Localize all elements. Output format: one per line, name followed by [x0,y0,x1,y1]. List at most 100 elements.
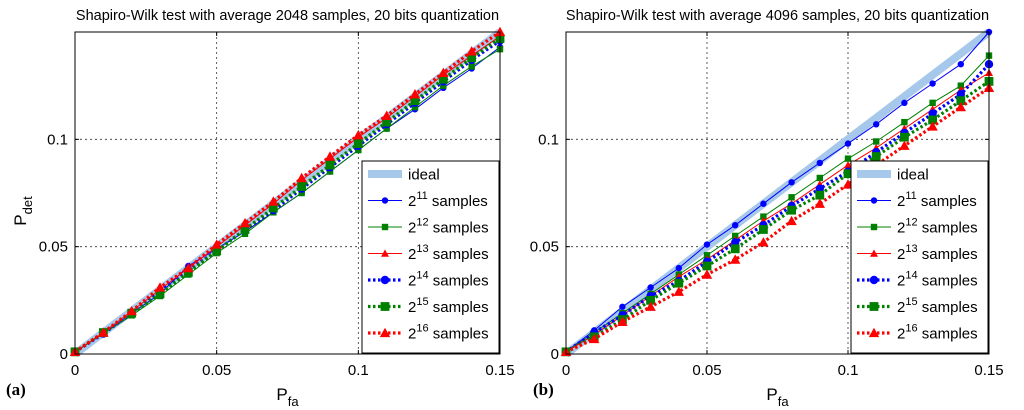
panel-b-xtick-label: 0.05 [692,362,721,379]
panel-label-b: (b) [533,380,554,399]
panel-a-xtick-label: 0.1 [348,362,369,379]
legend-label: 212 samples [897,217,978,237]
legend-label-exponent: 14 [416,270,428,282]
ylabel-base: P [11,214,30,225]
series-line [565,55,990,353]
legend-label-base: 2 [408,193,416,210]
legend-entry: 215 samples [368,296,489,316]
data-point [927,121,938,131]
legend-label-suffix: samples [917,193,977,210]
legend-label: 214 samples [408,270,489,290]
legend-label-base: 2 [408,246,416,263]
legend-entry: ideal [857,167,929,184]
legend-marker [381,197,389,204]
legend-label-exponent: 13 [416,243,428,255]
legend-label-suffix: samples [918,220,978,237]
legend-label-suffix: samples [918,299,978,316]
data-point [155,289,165,299]
legend-marker [870,249,878,257]
legend-label-suffix: samples [429,299,489,316]
data-point [929,99,936,107]
data-point [126,305,137,316]
legend-label-exponent: 12 [905,217,917,229]
panel-a-axes-box [74,31,501,355]
legend-marker [869,302,879,311]
legend-label-exponent: 12 [416,217,428,229]
panel-a-xtick-label: 0 [71,362,79,379]
legend-label-suffix: samples [918,273,978,290]
legend-marker [381,223,389,231]
panel-a-series-pow16 [69,26,506,357]
panel-b-ytick-label: 0 [551,346,559,363]
legend-entry: 216 samples [857,323,978,343]
data-point [296,172,307,183]
data-point [381,110,392,120]
legend-entry: 212 samples [857,217,978,237]
data-point [844,140,852,147]
data-point [438,67,449,77]
series-line [565,80,990,354]
panel-a-ytick-label: 0 [60,346,68,363]
data-point [383,125,390,132]
panel-b-xtick-label: 0.1 [838,362,859,379]
legend-box [850,160,989,354]
data-point [410,96,420,106]
data-point [844,155,852,162]
data-point [298,189,305,197]
series-line [74,37,501,354]
data-point [211,239,222,249]
legend-marker [870,197,878,204]
data-point [815,190,825,200]
data-point [353,129,364,140]
legend-marker [380,275,390,285]
data-point [788,179,795,186]
data-point [466,46,477,56]
legend-marker [868,327,880,338]
legend-label-base: 2 [897,220,905,237]
series-line [565,31,990,353]
legend-label-exponent: 16 [905,323,917,335]
data-point [873,121,880,128]
data-point [955,101,966,112]
legend-marker [379,327,391,338]
legend-label-suffix: samples [429,220,489,237]
data-point [468,63,475,70]
legend-label-exponent: 15 [416,296,428,308]
data-point [703,241,711,248]
legend-entry: 213 samples [857,243,978,263]
legend-label-base: 2 [897,273,905,290]
data-point [467,53,477,63]
data-point [673,286,684,296]
data-point [732,222,739,229]
xlabel-base: P [276,385,287,404]
data-point [816,174,823,182]
data-point [956,96,966,106]
data-point [703,252,711,259]
xlabel-base: P [766,385,777,404]
data-point [675,264,682,272]
legend-marker [869,275,879,285]
panel-a-xtick-label: 0.15 [485,362,514,379]
data-point [674,278,684,288]
legend-label-exponent: 14 [905,270,917,282]
data-point [440,82,447,89]
data-point [411,103,419,111]
data-point [816,159,823,167]
legend-label-suffix: samples [918,326,978,343]
data-point [183,262,194,273]
data-point [240,225,250,234]
legend-label-base: 2 [408,273,416,290]
legend-label-base: 2 [897,193,905,210]
panel-b-title: Shapiro-Wilk test with average 4096 samp… [566,8,989,24]
data-point [730,254,741,264]
legend-label-base: 2 [897,246,905,263]
legend-label: 215 samples [897,296,978,316]
legend-box [361,160,500,354]
series-line [74,35,501,353]
legend-label-base: 2 [408,299,416,316]
data-point [702,261,712,271]
panel-b-xlabel: Pfa [766,385,789,409]
data-point [814,198,825,208]
legend-label-suffix: samples [429,246,489,263]
